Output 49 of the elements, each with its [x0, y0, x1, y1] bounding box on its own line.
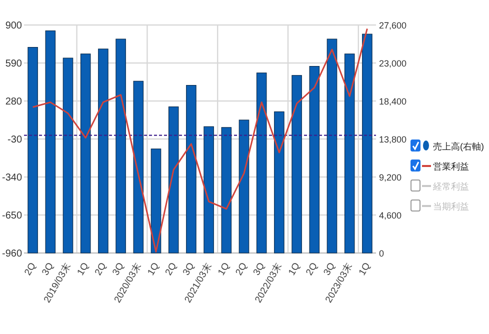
- bar: [292, 75, 302, 254]
- bar: [238, 120, 250, 254]
- x-tick-label: 2Q: [92, 261, 109, 278]
- bar: [168, 106, 179, 254]
- y2-tick-label: 4,600: [379, 210, 402, 220]
- legend-label: 営業利益: [433, 162, 469, 172]
- y-tick-label: -30: [8, 134, 22, 146]
- y-tick-label: 590: [5, 58, 22, 70]
- y-tick-label: -960: [2, 248, 22, 260]
- bar: [28, 47, 38, 254]
- bar: [80, 54, 91, 254]
- bar: [62, 58, 74, 254]
- x-tick-label: 1Q: [146, 261, 162, 278]
- x-tick-label: 2Q: [163, 261, 180, 278]
- x-tick-label: 1Q: [356, 261, 373, 278]
- y2-tick-label: 27,600: [379, 20, 407, 30]
- x-tick-label: 1Q: [216, 261, 232, 278]
- x-tick-label: 1Q: [75, 261, 92, 278]
- bar: [186, 85, 196, 254]
- bar: [116, 38, 126, 254]
- y2-tick-label: 9,200: [379, 172, 402, 182]
- x-tick-label: 2Q: [234, 261, 250, 278]
- y2-tick-label: 13,800: [379, 134, 407, 144]
- bar: [204, 126, 214, 254]
- x-tick-label: 2Q: [304, 261, 320, 278]
- y-tick-label: 280: [5, 96, 22, 108]
- y2-tick-label: 18,400: [379, 96, 407, 106]
- bar: [256, 72, 267, 254]
- bar: [344, 54, 355, 254]
- bar: [133, 80, 144, 254]
- bar: [326, 38, 338, 254]
- y-tick-label: -340: [2, 172, 22, 184]
- legend-label: 売上高(右軸): [433, 142, 484, 152]
- x-tick-label: 2Q: [22, 261, 38, 278]
- bar: [362, 34, 372, 254]
- bar: [150, 148, 162, 254]
- y-tick-label: 900: [5, 20, 22, 32]
- y2-tick-label: 0: [379, 248, 384, 258]
- bar: [274, 111, 284, 254]
- bar: [309, 66, 320, 254]
- legend-label: 経常利益: [432, 182, 469, 192]
- bar: [221, 127, 232, 254]
- line-series: [32, 28, 368, 253]
- y-tick-label: -650: [2, 210, 22, 222]
- x-tick-label: 1Q: [286, 261, 302, 278]
- bar: [98, 48, 108, 254]
- bar: [45, 30, 56, 254]
- y2-tick-label: 23,000: [379, 58, 407, 68]
- legend-label: 当期利益: [433, 202, 469, 212]
